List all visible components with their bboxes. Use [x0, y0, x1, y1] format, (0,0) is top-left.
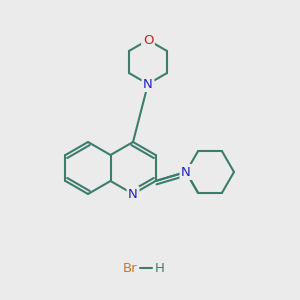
Text: Br: Br [123, 262, 137, 275]
Text: N: N [128, 188, 138, 200]
Text: N: N [143, 77, 153, 91]
Text: N: N [181, 166, 191, 178]
Text: H: H [155, 262, 165, 275]
Text: O: O [143, 34, 153, 46]
